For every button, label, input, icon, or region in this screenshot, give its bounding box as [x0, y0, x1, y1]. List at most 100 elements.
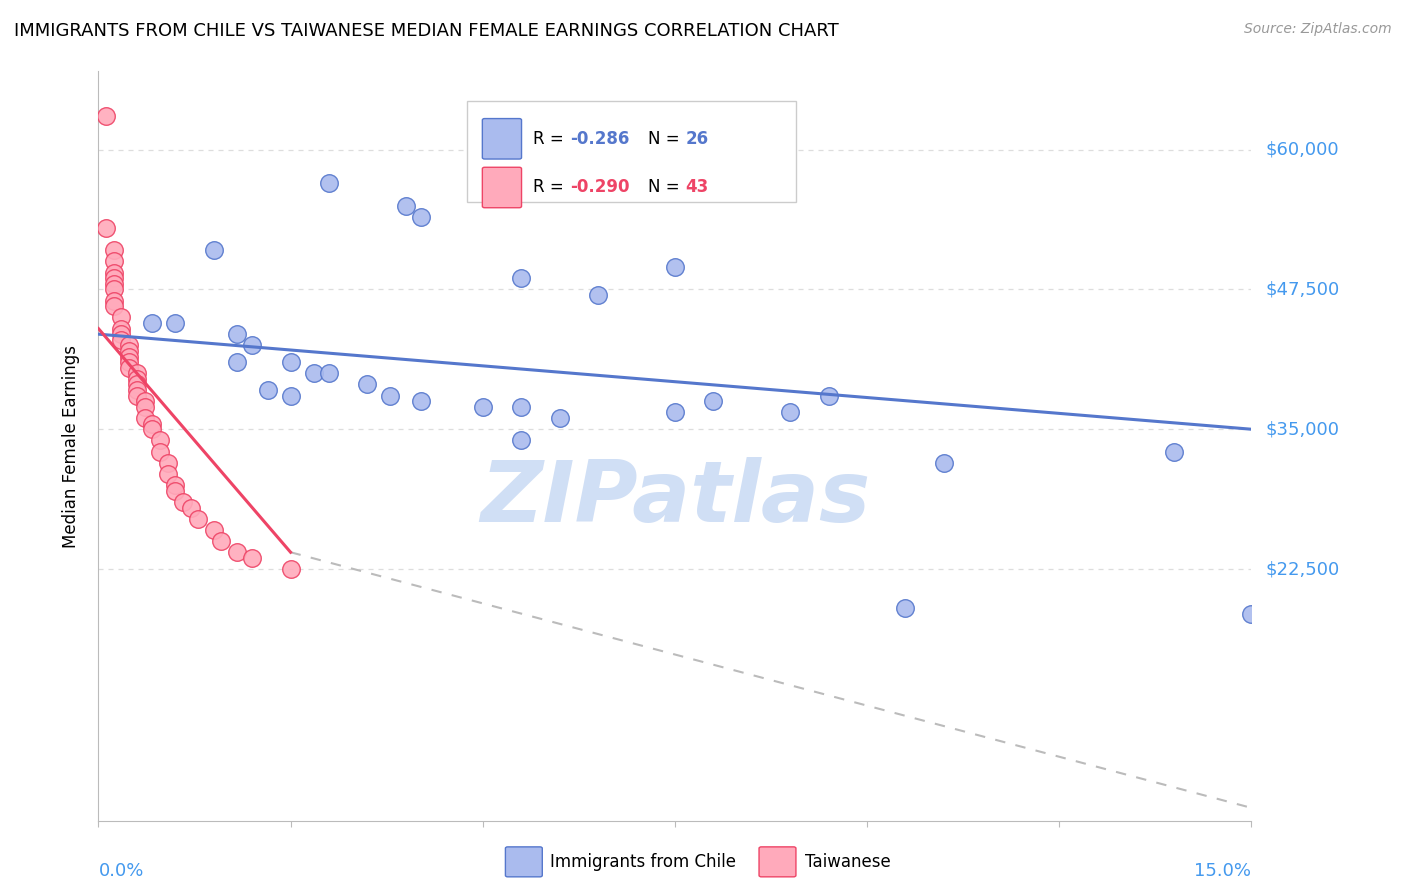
- FancyBboxPatch shape: [759, 847, 796, 877]
- Point: [1240, 607, 1263, 621]
- Text: R =: R =: [533, 130, 569, 148]
- Point: [209, 534, 232, 549]
- Point: [894, 601, 917, 615]
- FancyBboxPatch shape: [505, 847, 543, 877]
- Text: $22,500: $22,500: [1265, 560, 1340, 578]
- Point: [103, 282, 125, 296]
- Point: [118, 355, 141, 369]
- Point: [411, 394, 433, 409]
- Point: [380, 389, 402, 403]
- Point: [395, 198, 418, 212]
- Point: [103, 244, 125, 258]
- Point: [586, 288, 609, 302]
- Point: [202, 523, 225, 537]
- Point: [817, 389, 839, 403]
- Text: 26: 26: [685, 130, 709, 148]
- Point: [118, 350, 141, 364]
- Point: [94, 109, 117, 123]
- Text: N =: N =: [648, 178, 685, 196]
- Point: [510, 400, 533, 414]
- Point: [664, 260, 686, 274]
- Point: [103, 277, 125, 291]
- Text: -0.290: -0.290: [569, 178, 630, 196]
- Point: [156, 467, 179, 481]
- Text: R =: R =: [533, 178, 569, 196]
- Point: [664, 405, 686, 419]
- Point: [225, 545, 247, 559]
- Point: [149, 444, 172, 458]
- Text: Source: ZipAtlas.com: Source: ZipAtlas.com: [1244, 22, 1392, 37]
- Point: [134, 411, 156, 425]
- Point: [172, 495, 194, 509]
- Point: [110, 321, 132, 335]
- Point: [110, 327, 132, 342]
- Point: [156, 456, 179, 470]
- Point: [165, 483, 187, 498]
- FancyBboxPatch shape: [482, 168, 522, 208]
- Point: [103, 254, 125, 268]
- Point: [240, 550, 263, 565]
- Point: [256, 383, 278, 397]
- Point: [110, 333, 132, 347]
- Point: [932, 456, 955, 470]
- Point: [125, 377, 148, 392]
- FancyBboxPatch shape: [482, 119, 522, 159]
- Point: [134, 394, 156, 409]
- Text: -0.286: -0.286: [569, 130, 630, 148]
- Point: [779, 405, 801, 419]
- Point: [103, 299, 125, 313]
- Point: [103, 266, 125, 280]
- Point: [510, 271, 533, 285]
- Point: [225, 327, 247, 342]
- Point: [318, 176, 340, 190]
- Text: IMMIGRANTS FROM CHILE VS TAIWANESE MEDIAN FEMALE EARNINGS CORRELATION CHART: IMMIGRANTS FROM CHILE VS TAIWANESE MEDIA…: [14, 22, 839, 40]
- Point: [141, 422, 163, 436]
- Point: [471, 400, 494, 414]
- Point: [125, 372, 148, 386]
- Point: [125, 383, 148, 397]
- Point: [125, 367, 148, 381]
- Point: [280, 562, 302, 576]
- Point: [280, 389, 302, 403]
- Text: Immigrants from Chile: Immigrants from Chile: [550, 853, 737, 871]
- Point: [94, 221, 117, 235]
- Text: N =: N =: [648, 130, 685, 148]
- Point: [165, 478, 187, 492]
- Point: [125, 389, 148, 403]
- Text: $60,000: $60,000: [1265, 141, 1339, 159]
- Point: [118, 338, 141, 352]
- Point: [110, 310, 132, 325]
- Point: [103, 293, 125, 308]
- Point: [149, 434, 172, 448]
- Point: [1163, 444, 1185, 458]
- Text: Taiwanese: Taiwanese: [806, 853, 891, 871]
- Point: [240, 338, 263, 352]
- Text: 0.0%: 0.0%: [98, 862, 143, 880]
- Text: ZIPatlas: ZIPatlas: [479, 457, 870, 540]
- FancyBboxPatch shape: [467, 102, 796, 202]
- Point: [202, 244, 225, 258]
- Text: 43: 43: [685, 178, 709, 196]
- Point: [118, 343, 141, 358]
- Y-axis label: Median Female Earnings: Median Female Earnings: [62, 344, 80, 548]
- Point: [165, 316, 187, 330]
- Point: [141, 417, 163, 431]
- Text: $35,000: $35,000: [1265, 420, 1340, 438]
- Point: [280, 355, 302, 369]
- Point: [702, 394, 724, 409]
- Point: [302, 367, 325, 381]
- Point: [510, 434, 533, 448]
- Point: [118, 360, 141, 375]
- Point: [141, 316, 163, 330]
- Point: [411, 210, 433, 224]
- Point: [356, 377, 378, 392]
- Point: [225, 355, 247, 369]
- Text: 15.0%: 15.0%: [1194, 862, 1251, 880]
- Point: [187, 511, 209, 525]
- Point: [134, 400, 156, 414]
- Point: [103, 271, 125, 285]
- Text: $47,500: $47,500: [1265, 280, 1340, 299]
- Point: [318, 367, 340, 381]
- Point: [548, 411, 571, 425]
- Point: [180, 500, 202, 515]
